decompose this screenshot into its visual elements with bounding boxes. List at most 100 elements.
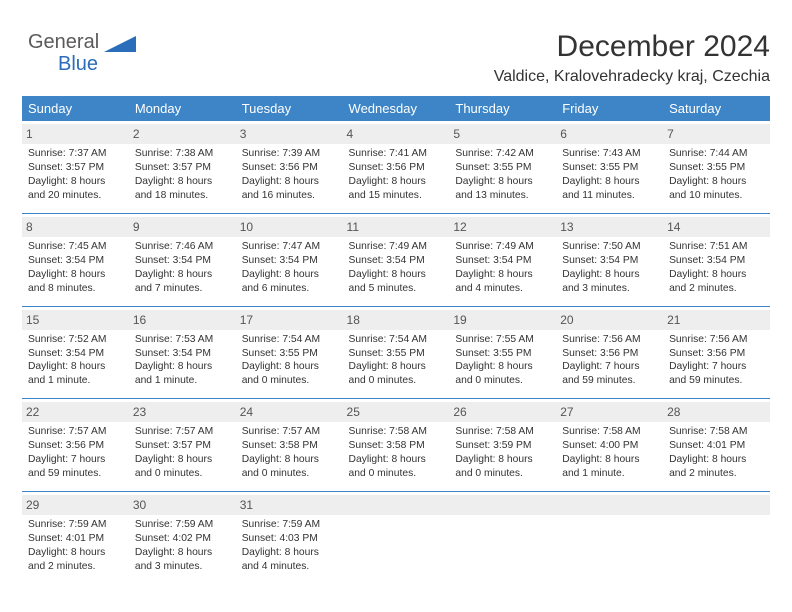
sunset-text: Sunset: 3:54 PM — [349, 254, 444, 268]
sunrise-text: Sunrise: 7:59 AM — [135, 518, 230, 532]
day-number: 12 — [449, 217, 556, 237]
daylight-text: and 0 minutes. — [455, 467, 550, 481]
sunset-text: Sunset: 3:54 PM — [135, 254, 230, 268]
daylight-text: Daylight: 8 hours — [562, 268, 657, 282]
daylight-text: and 2 minutes. — [669, 282, 764, 296]
calendar-cell: 24Sunrise: 7:57 AMSunset: 3:58 PMDayligh… — [236, 399, 343, 492]
calendar-cell: 10Sunrise: 7:47 AMSunset: 3:54 PMDayligh… — [236, 213, 343, 306]
col-friday: Friday — [556, 96, 663, 121]
col-sunday: Sunday — [22, 96, 129, 121]
daylight-text: Daylight: 8 hours — [455, 453, 550, 467]
calendar-cell — [556, 492, 663, 584]
sunrise-text: Sunrise: 7:58 AM — [562, 425, 657, 439]
sunset-text: Sunset: 3:56 PM — [28, 439, 123, 453]
sunrise-text: Sunrise: 7:49 AM — [455, 240, 550, 254]
calendar-cell: 15Sunrise: 7:52 AMSunset: 3:54 PMDayligh… — [22, 306, 129, 399]
logo: General Blue — [28, 30, 148, 81]
sunrise-text: Sunrise: 7:58 AM — [669, 425, 764, 439]
sunrise-text: Sunrise: 7:52 AM — [28, 333, 123, 347]
daylight-text: Daylight: 8 hours — [28, 175, 123, 189]
calendar-cell — [343, 492, 450, 584]
sunrise-text: Sunrise: 7:44 AM — [669, 147, 764, 161]
calendar-cell: 1Sunrise: 7:37 AMSunset: 3:57 PMDaylight… — [22, 121, 129, 213]
col-saturday: Saturday — [663, 96, 770, 121]
sunset-text: Sunset: 3:54 PM — [242, 254, 337, 268]
weekday-header-row: Sunday Monday Tuesday Wednesday Thursday… — [22, 96, 770, 121]
daylight-text: and 59 minutes. — [669, 374, 764, 388]
logo-triangle-icon — [104, 36, 136, 52]
daylight-text: Daylight: 8 hours — [455, 268, 550, 282]
daylight-text: Daylight: 7 hours — [28, 453, 123, 467]
sunset-text: Sunset: 3:55 PM — [349, 347, 444, 361]
day-number: 18 — [343, 310, 450, 330]
sunset-text: Sunset: 3:55 PM — [669, 161, 764, 175]
calendar-cell: 5Sunrise: 7:42 AMSunset: 3:55 PMDaylight… — [449, 121, 556, 213]
sunrise-text: Sunrise: 7:43 AM — [562, 147, 657, 161]
sunset-text: Sunset: 3:56 PM — [242, 161, 337, 175]
sunrise-text: Sunrise: 7:39 AM — [242, 147, 337, 161]
daylight-text: Daylight: 7 hours — [669, 360, 764, 374]
sunrise-text: Sunrise: 7:38 AM — [135, 147, 230, 161]
day-number: 19 — [449, 310, 556, 330]
calendar-cell: 28Sunrise: 7:58 AMSunset: 4:01 PMDayligh… — [663, 399, 770, 492]
calendar-cell: 25Sunrise: 7:58 AMSunset: 3:58 PMDayligh… — [343, 399, 450, 492]
day-number: 10 — [236, 217, 343, 237]
col-tuesday: Tuesday — [236, 96, 343, 121]
day-number: 30 — [129, 495, 236, 515]
day-number-empty — [449, 495, 556, 515]
daylight-text: Daylight: 8 hours — [349, 268, 444, 282]
daylight-text: Daylight: 8 hours — [669, 268, 764, 282]
sunset-text: Sunset: 3:59 PM — [455, 439, 550, 453]
day-number: 15 — [22, 310, 129, 330]
day-number-empty — [343, 495, 450, 515]
table-row: 15Sunrise: 7:52 AMSunset: 3:54 PMDayligh… — [22, 306, 770, 399]
sunrise-text: Sunrise: 7:37 AM — [28, 147, 123, 161]
daylight-text: Daylight: 8 hours — [135, 453, 230, 467]
daylight-text: Daylight: 8 hours — [135, 360, 230, 374]
calendar-cell: 31Sunrise: 7:59 AMSunset: 4:03 PMDayligh… — [236, 492, 343, 584]
logo-word2: Blue — [58, 53, 98, 75]
day-number: 6 — [556, 124, 663, 144]
daylight-text: and 0 minutes. — [135, 467, 230, 481]
daylight-text: and 18 minutes. — [135, 189, 230, 203]
sunrise-text: Sunrise: 7:42 AM — [455, 147, 550, 161]
calendar-cell — [449, 492, 556, 584]
logo-word1: General — [28, 31, 99, 53]
calendar-cell: 27Sunrise: 7:58 AMSunset: 4:00 PMDayligh… — [556, 399, 663, 492]
daylight-text: Daylight: 8 hours — [455, 175, 550, 189]
daylight-text: and 1 minute. — [562, 467, 657, 481]
daylight-text: Daylight: 8 hours — [242, 268, 337, 282]
daylight-text: Daylight: 8 hours — [349, 360, 444, 374]
sunset-text: Sunset: 3:54 PM — [562, 254, 657, 268]
daylight-text: Daylight: 8 hours — [135, 546, 230, 560]
sunrise-text: Sunrise: 7:58 AM — [349, 425, 444, 439]
day-number: 22 — [22, 402, 129, 422]
sunset-text: Sunset: 3:56 PM — [669, 347, 764, 361]
day-number: 31 — [236, 495, 343, 515]
sunset-text: Sunset: 3:58 PM — [349, 439, 444, 453]
day-number: 4 — [343, 124, 450, 144]
sunrise-text: Sunrise: 7:59 AM — [28, 518, 123, 532]
calendar-cell: 22Sunrise: 7:57 AMSunset: 3:56 PMDayligh… — [22, 399, 129, 492]
calendar-cell: 7Sunrise: 7:44 AMSunset: 3:55 PMDaylight… — [663, 121, 770, 213]
day-number: 27 — [556, 402, 663, 422]
sunrise-text: Sunrise: 7:41 AM — [349, 147, 444, 161]
sunset-text: Sunset: 3:54 PM — [135, 347, 230, 361]
daylight-text: and 1 minute. — [28, 374, 123, 388]
sunset-text: Sunset: 4:01 PM — [669, 439, 764, 453]
calendar-cell: 17Sunrise: 7:54 AMSunset: 3:55 PMDayligh… — [236, 306, 343, 399]
daylight-text: Daylight: 7 hours — [562, 360, 657, 374]
calendar-cell: 6Sunrise: 7:43 AMSunset: 3:55 PMDaylight… — [556, 121, 663, 213]
calendar-cell: 4Sunrise: 7:41 AMSunset: 3:56 PMDaylight… — [343, 121, 450, 213]
sunset-text: Sunset: 4:02 PM — [135, 532, 230, 546]
daylight-text: Daylight: 8 hours — [28, 546, 123, 560]
day-number: 17 — [236, 310, 343, 330]
sunrise-text: Sunrise: 7:55 AM — [455, 333, 550, 347]
sunset-text: Sunset: 3:55 PM — [455, 161, 550, 175]
daylight-text: and 4 minutes. — [242, 560, 337, 574]
day-number-empty — [663, 495, 770, 515]
daylight-text: Daylight: 8 hours — [562, 453, 657, 467]
daylight-text: and 13 minutes. — [455, 189, 550, 203]
sunset-text: Sunset: 3:54 PM — [28, 347, 123, 361]
table-row: 22Sunrise: 7:57 AMSunset: 3:56 PMDayligh… — [22, 399, 770, 492]
